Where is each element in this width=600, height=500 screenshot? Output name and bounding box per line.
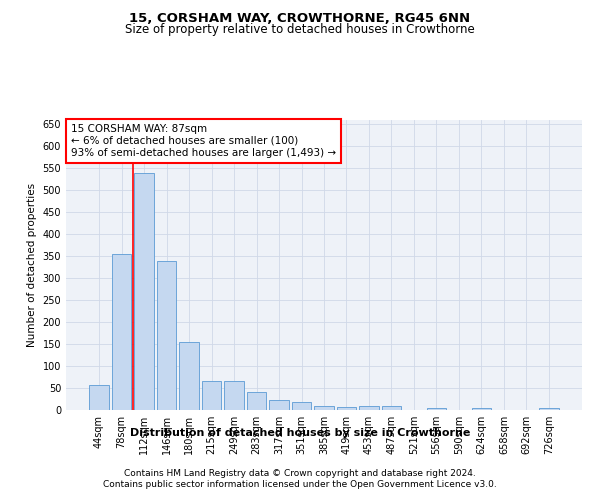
Bar <box>269 400 289 410</box>
Bar <box>359 406 379 410</box>
Bar <box>112 254 131 410</box>
Text: Contains public sector information licensed under the Open Government Licence v3: Contains public sector information licen… <box>103 480 497 489</box>
Text: Distribution of detached houses by size in Crowthorne: Distribution of detached houses by size … <box>130 428 470 438</box>
Text: Contains HM Land Registry data © Crown copyright and database right 2024.: Contains HM Land Registry data © Crown c… <box>124 469 476 478</box>
Text: 15 CORSHAM WAY: 87sqm
← 6% of detached houses are smaller (100)
93% of semi-deta: 15 CORSHAM WAY: 87sqm ← 6% of detached h… <box>71 124 336 158</box>
Bar <box>202 380 221 410</box>
Bar <box>247 392 266 410</box>
Bar <box>134 172 154 410</box>
Bar <box>472 408 491 410</box>
Bar <box>157 262 176 410</box>
Bar <box>539 408 559 410</box>
Bar <box>427 408 446 410</box>
Bar <box>179 342 199 410</box>
Bar <box>292 402 311 410</box>
Bar <box>337 408 356 410</box>
Bar <box>224 380 244 410</box>
Y-axis label: Number of detached properties: Number of detached properties <box>27 183 37 347</box>
Text: Size of property relative to detached houses in Crowthorne: Size of property relative to detached ho… <box>125 22 475 36</box>
Bar <box>314 406 334 410</box>
Text: 15, CORSHAM WAY, CROWTHORNE, RG45 6NN: 15, CORSHAM WAY, CROWTHORNE, RG45 6NN <box>130 12 470 26</box>
Bar <box>89 385 109 410</box>
Bar <box>382 406 401 410</box>
